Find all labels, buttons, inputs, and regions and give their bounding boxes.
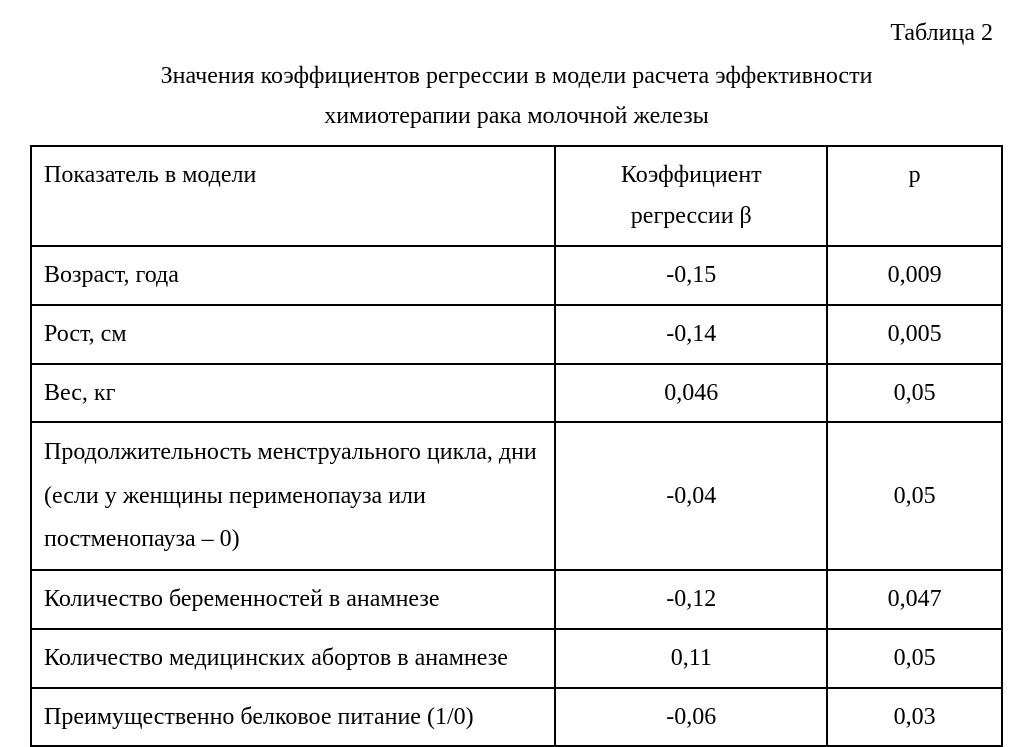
- cell-parameter: Рост, см: [31, 305, 555, 364]
- cell-coefficient: -0,04: [555, 422, 827, 570]
- cell-p-value: 0,03: [827, 688, 1002, 747]
- cell-coefficient: 0,11: [555, 629, 827, 688]
- cell-parameter: Вес, кг: [31, 364, 555, 423]
- cell-p-value: 0,05: [827, 629, 1002, 688]
- table-row: Рост, см -0,14 0,005: [31, 305, 1002, 364]
- cell-coefficient: -0,15: [555, 246, 827, 305]
- cell-coefficient: -0,12: [555, 570, 827, 629]
- cell-coefficient: -0,06: [555, 688, 827, 747]
- cell-parameter: Продолжительность менструального цикла, …: [31, 422, 555, 570]
- table-header-row: Показатель в модели Коэффициент регресси…: [31, 146, 1002, 246]
- cell-p-value: 0,047: [827, 570, 1002, 629]
- cell-parameter: Возраст, года: [31, 246, 555, 305]
- table-caption-line2: химиотерапии рака молочной железы: [30, 103, 1003, 130]
- header-parameter: Показатель в модели: [31, 146, 555, 246]
- table-number-label: Таблица 2: [30, 20, 1003, 47]
- table-row: Количество беременностей в анамнезе -0,1…: [31, 570, 1002, 629]
- header-p-value: p: [827, 146, 1002, 246]
- table-row: Возраст, года -0,15 0,009: [31, 246, 1002, 305]
- cell-coefficient: 0,046: [555, 364, 827, 423]
- table-row: Продолжительность менструального цикла, …: [31, 422, 1002, 570]
- cell-p-value: 0,009: [827, 246, 1002, 305]
- table-row: Вес, кг 0,046 0,05: [31, 364, 1002, 423]
- header-coefficient: Коэффициент регрессии β: [555, 146, 827, 246]
- table-caption-line1: Значения коэффициентов регрессии в модел…: [30, 57, 1003, 95]
- cell-p-value: 0,05: [827, 422, 1002, 570]
- cell-parameter: Количество медицинских абортов в анамнез…: [31, 629, 555, 688]
- cell-p-value: 0,005: [827, 305, 1002, 364]
- regression-table: Показатель в модели Коэффициент регресси…: [30, 145, 1003, 747]
- table-row: Количество медицинских абортов в анамнез…: [31, 629, 1002, 688]
- cell-parameter: Количество беременностей в анамнезе: [31, 570, 555, 629]
- cell-p-value: 0,05: [827, 364, 1002, 423]
- cell-parameter: Преимущественно белковое питание (1/0): [31, 688, 555, 747]
- cell-coefficient: -0,14: [555, 305, 827, 364]
- table-row: Преимущественно белковое питание (1/0) -…: [31, 688, 1002, 747]
